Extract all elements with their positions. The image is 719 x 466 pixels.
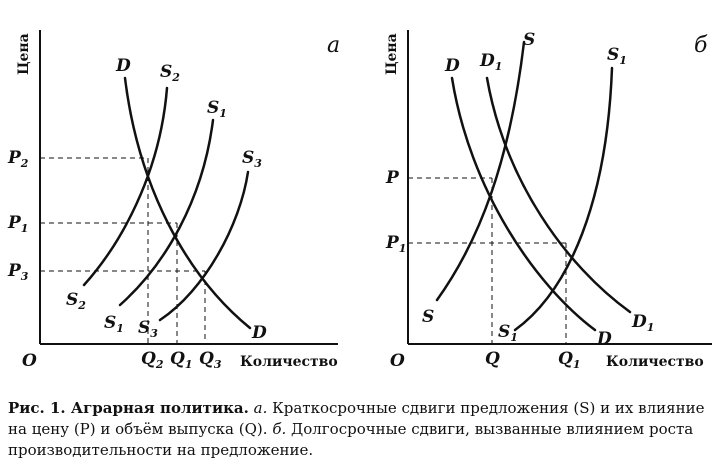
panel-b-label-s-bottom: S: [422, 307, 434, 327]
panel-a-supply-curve-s1: [118, 118, 215, 307]
panel-a-supply-curve-s2: [82, 86, 169, 287]
panel-a-demand-curve-d: [123, 76, 252, 330]
panel-a-label-s1-bottom: S1: [104, 313, 124, 335]
panel-b-demand-curve-d: [450, 76, 597, 332]
panel-a-label-s2-top: S2: [160, 62, 180, 84]
panel-b-label-d-top: D: [444, 56, 460, 76]
panel-a-label-s3-bottom: S3: [138, 318, 158, 340]
panel-b: Цена Количество O б D D D1 D1 S S S1 S1 …: [384, 30, 712, 371]
panel-a-supply-curve-s3: [158, 170, 250, 322]
panel-b-origin: O: [390, 351, 405, 371]
panel-a: Цена Количество O а D D S2 S1 S3 S2 S1 S…: [7, 30, 340, 371]
panel-a-guides: [40, 157, 206, 344]
panel-a-quantity-q2: Q2: [141, 349, 164, 371]
panel-b-label-s-top: S: [523, 30, 535, 50]
panel-b-label-d-bottom: D: [596, 329, 612, 349]
panel-a-label-s3-top: S3: [242, 148, 262, 170]
caption-part-a-text: Краткосрочные сдвиги предложения (S) и и…: [8, 399, 705, 438]
panel-b-guides: [408, 177, 567, 344]
panel-a-letter: а: [327, 33, 340, 58]
panel-a-quantity-q3: Q3: [199, 349, 222, 371]
panel-b-x-axis-title: Количество: [606, 354, 704, 370]
panel-b-supply-curve-s1: [513, 66, 614, 332]
panel-b-demand-curve-d1: [485, 76, 632, 314]
panel-a-label-d-top: D: [115, 56, 131, 76]
panel-a-label-d-bottom: D: [251, 323, 267, 343]
panel-b-label-d1-top: D1: [479, 51, 502, 73]
panel-b-supply-curve-s: [435, 40, 526, 302]
panel-a-x-axis-title: Количество: [240, 354, 338, 370]
caption-prefix: Рис. 1. Аграрная политика.: [8, 399, 249, 417]
panel-a-price-p3: P3: [7, 261, 29, 283]
panel-a-label-s2-bottom: S2: [66, 290, 86, 312]
caption-part-a-letter: а.: [253, 399, 268, 417]
figure-caption: Рис. 1. Аграрная политика. а. Краткосроч…: [8, 398, 714, 461]
panel-b-price-p: P: [385, 168, 400, 188]
panel-b-label-s1-bottom: S1: [498, 322, 518, 344]
panel-a-y-axis-title: Цена: [16, 33, 32, 75]
panel-b-label-d1-bottom: D1: [631, 312, 654, 334]
panel-b-label-s1-top: S1: [607, 45, 627, 67]
panel-b-quantity-q: Q: [485, 349, 500, 369]
panel-b-price-p1: P1: [385, 233, 406, 255]
panel-b-y-axis-title: Цена: [384, 33, 400, 75]
panel-a-price-p1: P1: [7, 213, 28, 235]
caption-part-b-text: Долгосрочные сдвиги, вызванные влиянием …: [8, 420, 694, 459]
caption-part-b-letter: б.: [272, 420, 287, 438]
panel-a-quantity-q1: Q1: [170, 349, 192, 371]
panel-a-label-s1-top: S1: [207, 98, 227, 120]
panel-a-origin: O: [22, 351, 37, 371]
panel-b-letter: б: [694, 33, 708, 58]
panel-a-price-p2: P2: [7, 148, 29, 170]
panel-b-quantity-q1: Q1: [558, 349, 580, 371]
